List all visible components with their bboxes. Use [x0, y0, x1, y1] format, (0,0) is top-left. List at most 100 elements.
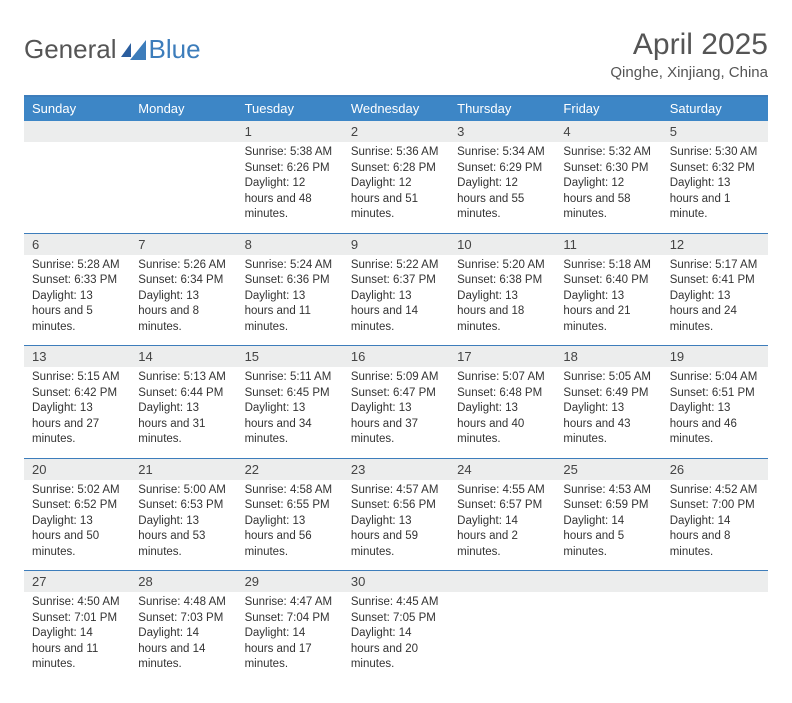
daylight-line: Daylight: 13 hours and 27 minutes. — [32, 401, 124, 448]
page-title: April 2025 — [610, 28, 768, 62]
day-cell: Sunrise: 5:34 AMSunset: 6:29 PMDaylight:… — [449, 142, 555, 233]
day-number: 4 — [555, 121, 661, 142]
sunrise-line: Sunrise: 4:58 AM — [245, 483, 337, 499]
day-cell: Sunrise: 5:36 AMSunset: 6:28 PMDaylight:… — [343, 142, 449, 233]
day-number: 25 — [555, 459, 661, 480]
sunrise-line: Sunrise: 5:18 AM — [563, 258, 655, 274]
sunrise-line: Sunrise: 5:11 AM — [245, 370, 337, 386]
day-cell: Sunrise: 4:48 AMSunset: 7:03 PMDaylight:… — [130, 592, 236, 683]
sunrise-line: Sunrise: 4:55 AM — [457, 483, 549, 499]
day-number: 30 — [343, 571, 449, 592]
day-number: 5 — [662, 121, 768, 142]
sunset-line: Sunset: 6:26 PM — [245, 161, 337, 177]
sunrise-line: Sunrise: 4:47 AM — [245, 595, 337, 611]
day-number: 18 — [555, 346, 661, 367]
sunrise-line: Sunrise: 5:38 AM — [245, 145, 337, 161]
sunset-line: Sunset: 6:30 PM — [563, 161, 655, 177]
sunrise-line: Sunrise: 4:48 AM — [138, 595, 230, 611]
sunrise-line: Sunrise: 5:04 AM — [670, 370, 762, 386]
day-cell: Sunrise: 4:52 AMSunset: 7:00 PMDaylight:… — [662, 480, 768, 571]
day-cell — [24, 142, 130, 233]
day-cell: Sunrise: 5:07 AMSunset: 6:48 PMDaylight:… — [449, 367, 555, 458]
day-cell — [130, 142, 236, 233]
day-cell: Sunrise: 4:58 AMSunset: 6:55 PMDaylight:… — [237, 480, 343, 571]
sunrise-line: Sunrise: 5:34 AM — [457, 145, 549, 161]
sunrise-line: Sunrise: 5:15 AM — [32, 370, 124, 386]
daylight-line: Daylight: 13 hours and 59 minutes. — [351, 514, 443, 561]
daylight-line: Daylight: 14 hours and 11 minutes. — [32, 626, 124, 673]
sunrise-line: Sunrise: 5:36 AM — [351, 145, 443, 161]
daylight-line: Daylight: 14 hours and 2 minutes. — [457, 514, 549, 561]
logo: General Blue — [24, 34, 201, 65]
daylight-line: Daylight: 13 hours and 34 minutes. — [245, 401, 337, 448]
day-number: 16 — [343, 346, 449, 367]
daylight-line: Daylight: 13 hours and 14 minutes. — [351, 289, 443, 336]
sunset-line: Sunset: 6:56 PM — [351, 498, 443, 514]
weekday-sunday: Sunday — [24, 97, 130, 121]
daylight-line: Daylight: 13 hours and 31 minutes. — [138, 401, 230, 448]
daylight-line: Daylight: 12 hours and 55 minutes. — [457, 176, 549, 223]
weekday-saturday: Saturday — [662, 97, 768, 121]
weekday-monday: Monday — [130, 97, 236, 121]
day-number: 10 — [449, 234, 555, 255]
header: General Blue April 2025 Qinghe, Xinjiang… — [24, 28, 768, 81]
sunrise-line: Sunrise: 4:57 AM — [351, 483, 443, 499]
daylight-line: Daylight: 14 hours and 8 minutes. — [670, 514, 762, 561]
day-cell: Sunrise: 5:18 AMSunset: 6:40 PMDaylight:… — [555, 255, 661, 346]
location: Qinghe, Xinjiang, China — [610, 64, 768, 81]
sunrise-line: Sunrise: 4:50 AM — [32, 595, 124, 611]
sunset-line: Sunset: 7:00 PM — [670, 498, 762, 514]
sunset-line: Sunset: 6:29 PM — [457, 161, 549, 177]
day-number: 24 — [449, 459, 555, 480]
day-number: 1 — [237, 121, 343, 142]
title-block: April 2025 Qinghe, Xinjiang, China — [610, 28, 768, 81]
day-number: 22 — [237, 459, 343, 480]
content-row: Sunrise: 5:28 AMSunset: 6:33 PMDaylight:… — [24, 255, 768, 346]
day-cell — [662, 592, 768, 683]
daynum-row: 6789101112 — [24, 233, 768, 255]
sunset-line: Sunset: 7:01 PM — [32, 611, 124, 627]
weeks-container: 12345Sunrise: 5:38 AMSunset: 6:26 PMDayl… — [24, 121, 768, 683]
day-number: 21 — [130, 459, 236, 480]
day-cell: Sunrise: 5:24 AMSunset: 6:36 PMDaylight:… — [237, 255, 343, 346]
daylight-line: Daylight: 13 hours and 18 minutes. — [457, 289, 549, 336]
sunset-line: Sunset: 6:28 PM — [351, 161, 443, 177]
sunrise-line: Sunrise: 5:09 AM — [351, 370, 443, 386]
weekday-wednesday: Wednesday — [343, 97, 449, 121]
sunrise-line: Sunrise: 5:32 AM — [563, 145, 655, 161]
day-number: 17 — [449, 346, 555, 367]
sunset-line: Sunset: 6:55 PM — [245, 498, 337, 514]
daylight-line: Daylight: 13 hours and 21 minutes. — [563, 289, 655, 336]
daylight-line: Daylight: 13 hours and 5 minutes. — [32, 289, 124, 336]
day-number — [662, 571, 768, 592]
day-cell: Sunrise: 5:30 AMSunset: 6:32 PMDaylight:… — [662, 142, 768, 233]
sunset-line: Sunset: 6:41 PM — [670, 273, 762, 289]
day-cell: Sunrise: 4:50 AMSunset: 7:01 PMDaylight:… — [24, 592, 130, 683]
day-cell: Sunrise: 5:17 AMSunset: 6:41 PMDaylight:… — [662, 255, 768, 346]
daynum-row: 20212223242526 — [24, 458, 768, 480]
sunset-line: Sunset: 6:47 PM — [351, 386, 443, 402]
day-cell: Sunrise: 5:32 AMSunset: 6:30 PMDaylight:… — [555, 142, 661, 233]
day-number: 28 — [130, 571, 236, 592]
day-number — [449, 571, 555, 592]
daylight-line: Daylight: 13 hours and 46 minutes. — [670, 401, 762, 448]
day-cell: Sunrise: 4:47 AMSunset: 7:04 PMDaylight:… — [237, 592, 343, 683]
sunset-line: Sunset: 6:40 PM — [563, 273, 655, 289]
day-number: 14 — [130, 346, 236, 367]
sunrise-line: Sunrise: 5:22 AM — [351, 258, 443, 274]
weekday-thursday: Thursday — [449, 97, 555, 121]
day-cell: Sunrise: 5:22 AMSunset: 6:37 PMDaylight:… — [343, 255, 449, 346]
sunset-line: Sunset: 6:59 PM — [563, 498, 655, 514]
day-number: 13 — [24, 346, 130, 367]
day-number — [130, 121, 236, 142]
day-cell: Sunrise: 5:04 AMSunset: 6:51 PMDaylight:… — [662, 367, 768, 458]
daylight-line: Daylight: 13 hours and 43 minutes. — [563, 401, 655, 448]
sunset-line: Sunset: 7:03 PM — [138, 611, 230, 627]
sunrise-line: Sunrise: 4:45 AM — [351, 595, 443, 611]
daynum-row: 27282930 — [24, 570, 768, 592]
day-number: 19 — [662, 346, 768, 367]
day-cell: Sunrise: 5:13 AMSunset: 6:44 PMDaylight:… — [130, 367, 236, 458]
weekday-friday: Friday — [555, 97, 661, 121]
day-number: 15 — [237, 346, 343, 367]
sunrise-line: Sunrise: 5:05 AM — [563, 370, 655, 386]
